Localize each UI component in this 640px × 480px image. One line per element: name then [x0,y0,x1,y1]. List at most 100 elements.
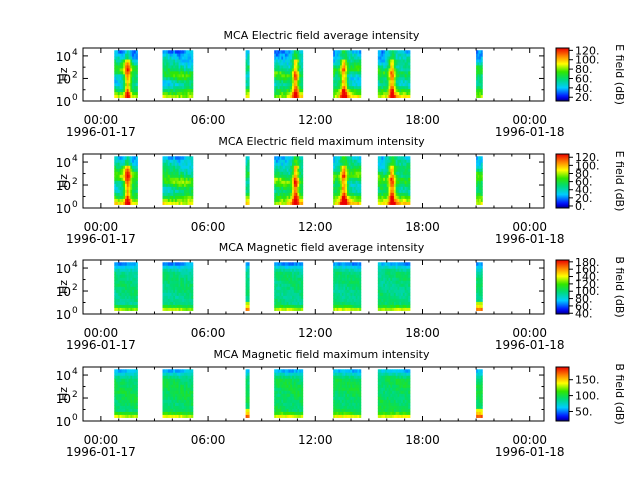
heatmap-cell [399,183,402,187]
heatmap-cell [292,162,295,166]
heatmap-cell [117,62,121,66]
heatmap-cell [401,65,404,69]
heatmap-cell [381,201,384,205]
heatmap-cell [124,292,128,296]
heatmap-cell [288,307,291,311]
heatmap-cell [293,91,297,96]
heatmap-cell [357,292,360,296]
heatmap-cell [275,177,279,181]
heatmap-cell [404,280,407,284]
x-tick-label: 00:00 [512,326,547,340]
heatmap-cell [185,76,188,81]
heatmap-cell [135,298,138,302]
heatmap-cell [167,168,171,172]
heatmap-cell [126,393,129,397]
heatmap-cell [119,304,122,308]
heatmap-cell [295,56,298,60]
heatmap-cell [408,79,411,84]
heatmap-cell [283,156,286,160]
heatmap-cell [480,195,483,199]
heatmap-cell [185,159,188,163]
x-tick-date-label: 1996-01-18 [495,232,565,246]
heatmap-cell [164,174,167,178]
heatmap-cell [386,174,389,178]
colorbar-tick-label: 180. [575,256,600,269]
heatmap-cell [295,201,298,205]
heatmap-cell [245,59,248,63]
heatmap-cell [279,301,282,305]
heatmap-cell [397,82,400,87]
heatmap-cell [176,286,179,290]
heatmap-cell [397,201,400,205]
axes-frame [82,47,545,102]
heatmap-cell [135,271,138,275]
heatmap-cell [167,262,171,266]
heatmap-cell [119,381,122,385]
heatmap-cell [116,396,119,400]
y-tick-label: 10 [56,72,71,86]
heatmap-cell [292,165,295,169]
heatmap-cell [402,56,406,60]
heatmap-cell [336,59,339,63]
heatmap-cell [191,262,194,266]
heatmap-cell [295,65,298,69]
heatmap-cell [132,76,135,81]
heatmap-cell [333,79,336,84]
heatmap-cell [300,68,304,72]
heatmap-cell [130,186,133,190]
heatmap-cell [180,70,183,75]
heatmap-cell [393,53,397,57]
heatmap-cell [479,62,482,66]
heatmap-cell [392,165,395,169]
heatmap-cell [121,65,124,69]
heatmap-cell [292,56,295,60]
heatmap-cell [187,76,190,81]
heatmap-cell [476,59,479,63]
heatmap-cell [187,201,190,205]
heatmap-cell [176,381,179,385]
heatmap-cell [293,59,297,63]
heatmap-cell [173,91,176,96]
heatmap-cell [124,390,128,394]
heatmap-cell [477,198,480,202]
heatmap-cell [333,280,336,284]
heatmap-cell [281,408,284,412]
heatmap-cell [390,198,393,202]
heatmap-cell [279,390,282,394]
heatmap-cell [169,82,172,87]
heatmap-cell [386,198,389,202]
heatmap-cell [274,171,277,175]
heatmap-cell [383,62,386,66]
heatmap-cell [295,177,298,181]
heatmap-cell [183,168,187,172]
heatmap-cell [345,177,348,181]
heatmap-cell [290,70,293,75]
heatmap-cell [477,79,480,84]
heatmap-cell [350,91,353,96]
heatmap-cell [175,286,178,290]
heatmap-cell [338,174,341,178]
heatmap-cell [178,65,181,69]
heatmap-cell [480,295,483,299]
heatmap-cell [123,70,126,75]
heatmap-cell [386,82,389,87]
heatmap-cell [123,85,126,90]
heatmap-cell [377,283,381,287]
heatmap-cell [290,165,293,169]
heatmap-cell [401,198,404,202]
heatmap-cell [274,381,277,385]
heatmap-cell [176,165,179,169]
heatmap-cell [406,201,409,205]
heatmap-cell [390,50,393,54]
heatmap-cell [121,280,124,284]
heatmap-cell [284,195,288,199]
heatmap-cell [377,265,381,269]
heatmap-cell [176,177,179,181]
heatmap-cell [162,201,165,205]
heatmap-cell [350,201,353,205]
heatmap-cell [277,274,280,278]
heatmap-cell [176,79,179,84]
heatmap-cell [388,53,391,57]
heatmap-cell [393,85,397,90]
heatmap-cell [164,189,167,193]
